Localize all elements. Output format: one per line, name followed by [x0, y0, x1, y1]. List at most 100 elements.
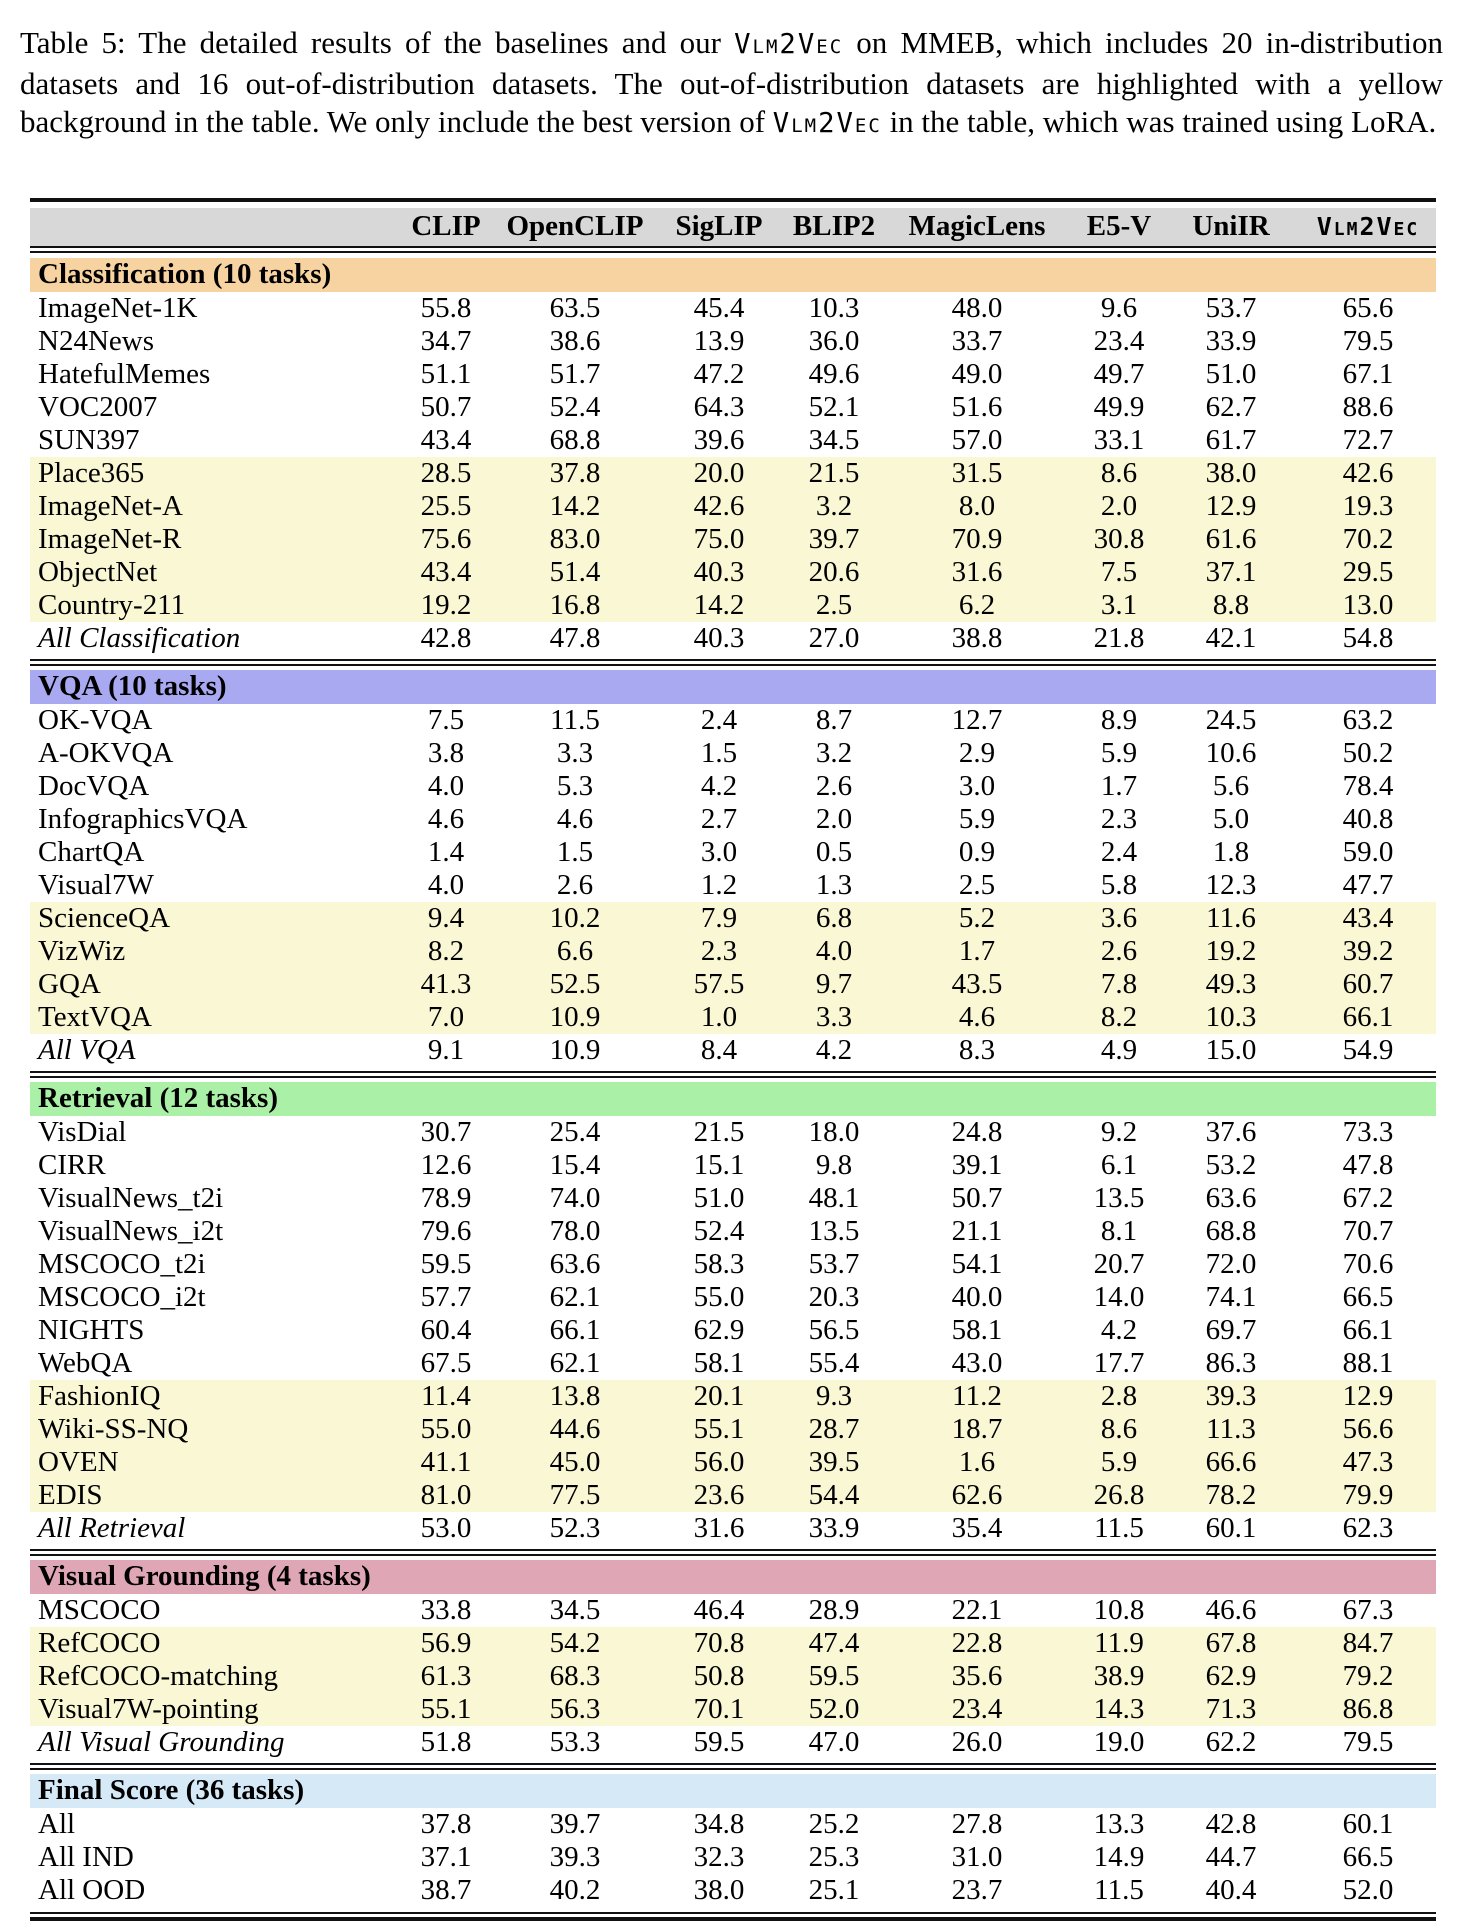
table-row-imagenet-a: ImageNet-A 25.5 14.2 42.6 3.2 8.0 2.0 12.9 19.3 — [30, 489, 1436, 523]
score-cell-blip2: 25.2 — [808, 1807, 860, 1840]
score-cell-vlm2vec: 19.3 — [1342, 489, 1394, 522]
score-cell-clip: 19.2 — [420, 588, 472, 621]
table-row-all-visual-grounding: All Visual Grounding 51.8 53.3 59.5 47.0 26.0… — [30, 1726, 1436, 1759]
score-cell-e5-v: 5.9 — [1100, 736, 1138, 769]
score-cell-vlm2vec: 66.5 — [1342, 1280, 1394, 1313]
score-cell-uniir: 12.9 — [1205, 489, 1257, 522]
column-header-e5-v: E5-V — [1076, 207, 1162, 246]
score-cell-magiclens: 2.9 — [958, 736, 996, 769]
dataset-name-cell: ImageNet-1K — [38, 291, 198, 324]
score-cell-uniir: 74.1 — [1205, 1280, 1257, 1313]
score-cell-e5-v: 23.4 — [1093, 324, 1145, 357]
dataset-name-cell: NIGHTS — [38, 1313, 145, 1346]
score-cell-vlm2vec: 79.5 — [1342, 324, 1394, 357]
table-row-imagenet-r: ImageNet-R 75.6 83.0 75.0 39.7 70.9 30.8 61.6 70… — [30, 522, 1436, 556]
column-header-magiclens: MagicLens — [878, 207, 1076, 246]
score-cell-e5-v: 2.3 — [1100, 802, 1138, 835]
score-cell-openclip: 62.1 — [549, 1280, 601, 1313]
dataset-name-cell: CIRR — [38, 1148, 106, 1181]
score-cell-clip: 4.6 — [427, 802, 465, 835]
score-cell-openclip: 39.3 — [549, 1840, 601, 1873]
score-cell-openclip: 52.3 — [549, 1511, 601, 1544]
table-row-nights: NIGHTS 60.4 66.1 62.9 56.5 58.1 4.2 69.7 66.1 — [30, 1314, 1436, 1347]
score-cell-magiclens: 40.0 — [951, 1280, 1003, 1313]
section-title: Retrieval (12 tasks) — [30, 1081, 1436, 1116]
score-cell-blip2: 39.7 — [808, 522, 860, 555]
table-row-chartqa: ChartQA 1.4 1.5 3.0 0.5 0.9 2.4 1.8 59.0 — [30, 836, 1436, 869]
table-row-docvqa: DocVQA 4.0 5.3 4.2 2.6 3.0 1.7 5.6 78.4 — [30, 770, 1436, 803]
score-cell-blip2: 3.2 — [815, 489, 853, 522]
column-header-siglip: SigLIP — [648, 207, 790, 246]
score-cell-openclip: 5.3 — [556, 769, 594, 802]
dataset-name-cell: VisualNews_i2t — [38, 1214, 224, 1247]
score-cell-magiclens: 50.7 — [951, 1181, 1003, 1214]
table-row-all-ood: All OOD 38.7 40.2 38.0 25.1 23.7 11.5 40.4 52.0 — [30, 1874, 1436, 1907]
score-cell-openclip: 66.1 — [549, 1313, 601, 1346]
score-cell-clip: 51.1 — [420, 357, 472, 390]
score-cell-blip2: 13.5 — [808, 1214, 860, 1247]
score-cell-clip: 9.4 — [427, 901, 465, 934]
score-cell-uniir: 46.6 — [1205, 1593, 1257, 1626]
score-cell-blip2: 9.7 — [815, 967, 853, 1000]
table-row-sun397: SUN397 43.4 68.8 39.6 34.5 57.0 33.1 61.7 72.7 — [30, 424, 1436, 457]
score-cell-blip2: 9.3 — [815, 1379, 853, 1412]
score-cell-vlm2vec: 13.0 — [1342, 588, 1394, 621]
score-cell-openclip: 63.5 — [549, 291, 601, 324]
score-cell-vlm2vec: 78.4 — [1342, 769, 1394, 802]
score-cell-clip: 11.4 — [421, 1379, 471, 1412]
score-cell-clip: 4.0 — [427, 769, 465, 802]
score-cell-siglip: 70.1 — [693, 1692, 745, 1725]
table-row-visual7w: Visual7W 4.0 2.6 1.2 1.3 2.5 5.8 12.3 47.7 — [30, 869, 1436, 902]
horizontal-rule — [30, 1075, 1436, 1078]
score-cell-e5-v: 14.0 — [1093, 1280, 1145, 1313]
section-rule-row — [30, 655, 1436, 670]
score-cell-e5-v: 33.1 — [1093, 423, 1145, 456]
score-cell-magiclens: 27.8 — [951, 1807, 1003, 1840]
score-cell-openclip: 51.4 — [549, 555, 601, 588]
score-cell-uniir: 33.9 — [1205, 324, 1257, 357]
score-cell-siglip: 1.0 — [700, 1000, 738, 1033]
score-cell-siglip: 70.8 — [693, 1626, 745, 1659]
score-cell-magiclens: 5.2 — [958, 901, 996, 934]
horizontal-rule — [30, 1911, 1436, 1914]
score-cell-openclip: 62.1 — [549, 1346, 601, 1379]
score-cell-magiclens: 24.8 — [951, 1115, 1003, 1148]
dataset-name-cell: SUN397 — [38, 423, 140, 456]
score-cell-siglip: 46.4 — [693, 1593, 745, 1626]
score-cell-blip2: 48.1 — [808, 1181, 860, 1214]
corner-cell — [30, 207, 390, 246]
score-cell-blip2: 10.3 — [808, 291, 860, 324]
score-cell-blip2: 33.9 — [808, 1511, 860, 1544]
score-cell-siglip: 14.2 — [693, 588, 745, 621]
table-row-edis: EDIS 81.0 77.5 23.6 54.4 62.6 26.8 78.2 79.9 — [30, 1478, 1436, 1512]
score-cell-openclip: 3.3 — [556, 736, 594, 769]
score-cell-blip2: 28.7 — [808, 1412, 860, 1445]
score-cell-uniir: 12.3 — [1205, 868, 1257, 901]
score-cell-openclip: 54.2 — [549, 1626, 601, 1659]
dataset-name-cell: DocVQA — [38, 769, 150, 802]
dataset-name-cell: Visual7W-pointing — [38, 1692, 259, 1725]
score-cell-blip2: 25.3 — [808, 1840, 860, 1873]
dataset-name-cell: WebQA — [38, 1346, 133, 1379]
score-cell-uniir: 24.5 — [1205, 703, 1257, 736]
horizontal-rule — [30, 1548, 1436, 1551]
score-cell-uniir: 53.2 — [1205, 1148, 1257, 1181]
score-cell-clip: 30.7 — [420, 1115, 472, 1148]
score-cell-siglip: 20.1 — [693, 1379, 745, 1412]
score-cell-clip: 43.4 — [420, 423, 472, 456]
score-cell-blip2: 6.8 — [815, 901, 853, 934]
score-cell-e5-v: 19.0 — [1093, 1725, 1145, 1758]
score-cell-blip2: 1.3 — [815, 868, 853, 901]
score-cell-siglip: 21.5 — [693, 1115, 745, 1148]
caption-text: in the table, which was trained using Lo… — [881, 104, 1437, 139]
score-cell-siglip: 58.1 — [693, 1346, 745, 1379]
dataset-name-cell: EDIS — [38, 1478, 103, 1511]
table-row-mscoco-t2i: MSCOCO_t2i 59.5 63.6 58.3 53.7 54.1 20.7 72.0 70… — [30, 1248, 1436, 1281]
score-cell-vlm2vec: 52.0 — [1342, 1873, 1394, 1906]
score-cell-openclip: 2.6 — [556, 868, 594, 901]
score-cell-siglip: 31.6 — [693, 1511, 745, 1544]
score-cell-openclip: 34.5 — [549, 1593, 601, 1626]
dataset-name-cell: RefCOCO-matching — [38, 1659, 279, 1692]
score-cell-blip2: 9.8 — [815, 1148, 853, 1181]
dataset-name-cell: MSCOCO — [38, 1593, 161, 1626]
